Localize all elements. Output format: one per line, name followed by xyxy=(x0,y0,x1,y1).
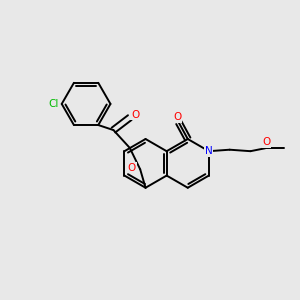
Text: N: N xyxy=(205,146,213,156)
Text: O: O xyxy=(128,163,136,173)
Text: O: O xyxy=(173,112,182,122)
Text: O: O xyxy=(131,110,139,120)
Text: O: O xyxy=(263,137,271,147)
Text: Cl: Cl xyxy=(48,99,59,109)
